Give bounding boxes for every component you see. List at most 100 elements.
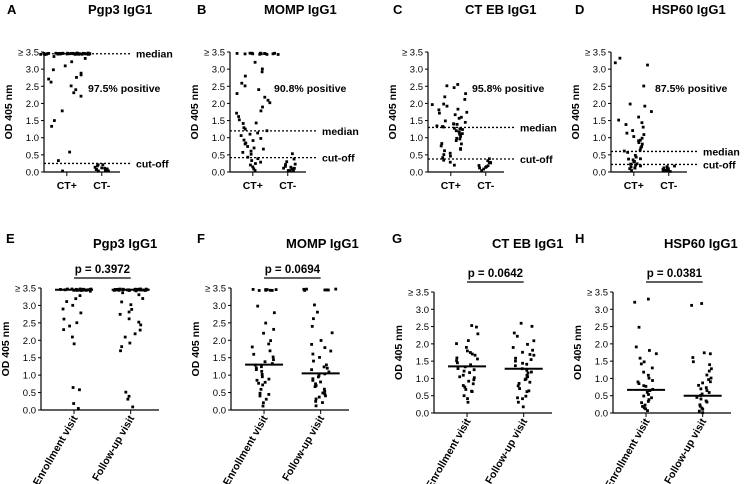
data-point: [311, 378, 315, 382]
data-point: [95, 168, 98, 171]
data-point: [263, 380, 267, 384]
data-point: [268, 288, 272, 292]
data-point: [262, 331, 265, 335]
data-point: [445, 84, 449, 88]
data-point: [267, 393, 271, 396]
y-tick-label: 0.5: [416, 391, 429, 402]
data-point: [665, 165, 669, 169]
data-point: [531, 348, 534, 352]
data-point: [452, 126, 456, 130]
data-point: [323, 389, 327, 393]
positive-percentage: 97.5% positive: [88, 83, 161, 95]
data-point: [72, 342, 76, 346]
series-1: [430, 83, 469, 167]
data-point: [250, 51, 254, 55]
data-point: [72, 402, 76, 405]
data-point: [293, 162, 297, 166]
data-point: [237, 115, 241, 118]
y-tick-label: 1.5: [26, 116, 39, 127]
data-point: [459, 115, 463, 119]
data-point: [103, 166, 107, 170]
data-point: [50, 124, 54, 128]
y-tick-label: ≥ 3.5: [402, 48, 423, 59]
series-2: [504, 321, 543, 409]
panel-g: G CT EB IgG1 0.0 0.5 1.0 1.5 2.0 2.5 3.0 ≥ 3.5 OD …: [392, 231, 564, 484]
data-point: [448, 151, 452, 155]
data-point: [513, 364, 517, 368]
data-point: [635, 162, 639, 166]
data-point: [636, 380, 640, 384]
data-point: [121, 291, 125, 295]
data-point: [452, 163, 456, 167]
data-point: [449, 154, 452, 158]
data-point: [76, 407, 80, 410]
data-point: [259, 137, 263, 140]
data-point: [642, 384, 646, 388]
data-point: [524, 394, 528, 398]
y-tick-label: 0.5: [213, 388, 226, 399]
data-point: [461, 128, 464, 131]
data-point: [264, 288, 268, 292]
data-point: [532, 339, 536, 343]
y-tick-label: 2.5: [410, 82, 423, 93]
data-point: [637, 115, 641, 119]
data-point: [700, 302, 704, 305]
data-point: [129, 303, 133, 307]
data-point: [691, 356, 695, 359]
data-point: [465, 349, 469, 353]
data-point: [654, 352, 658, 356]
panel-title: CT EB IgG1: [492, 236, 564, 251]
data-point: [516, 396, 519, 400]
series-2: [282, 152, 297, 173]
data-point: [463, 120, 467, 124]
data-point: [60, 109, 64, 113]
x-tick-label: CT-: [279, 180, 296, 192]
panel-label: F: [197, 231, 205, 246]
data-point: [319, 339, 323, 342]
data-point: [464, 92, 468, 96]
data-point: [470, 390, 474, 393]
data-point: [253, 169, 257, 172]
y-tick-label: 0.0: [595, 409, 608, 420]
y-axis-label: OD 405 nm: [387, 85, 399, 140]
p-value: p = 0.3972: [75, 264, 130, 276]
positive-percentage: 90.8% positive: [274, 83, 347, 95]
data-point: [311, 352, 315, 356]
data-point: [95, 164, 99, 168]
data-point: [105, 169, 109, 173]
data-point: [248, 132, 252, 136]
data-point: [662, 166, 666, 170]
data-point: [448, 160, 452, 164]
data-point: [260, 70, 264, 74]
x-tick-label: CT+: [243, 180, 263, 192]
data-point: [442, 153, 446, 156]
data-point: [249, 152, 253, 156]
data-point: [240, 81, 244, 85]
y-tick-label: 2.0: [595, 339, 608, 350]
y-axis-label: OD 405 nm: [570, 85, 582, 140]
data-point: [705, 400, 709, 404]
data-point: [704, 386, 708, 390]
data-point: [65, 300, 69, 303]
data-point: [709, 367, 713, 371]
data-point: [472, 368, 476, 372]
x-tick-label: CT+: [57, 180, 77, 192]
data-point: [120, 345, 124, 349]
data-point: [438, 111, 441, 115]
data-point: [530, 324, 534, 328]
y-tick-label: 3.0: [26, 65, 39, 76]
data-point: [271, 355, 275, 359]
data-point: [651, 379, 654, 382]
data-point: [701, 411, 705, 415]
data-point: [79, 73, 83, 77]
data-point: [648, 349, 651, 352]
data-point: [476, 357, 479, 361]
data-point: [254, 368, 258, 372]
data-point: [442, 158, 446, 162]
data-point: [455, 359, 458, 363]
panel-label: A: [7, 2, 17, 17]
data-point: [248, 51, 252, 55]
y-axis-label: OD 405 nm: [0, 322, 12, 377]
data-point: [640, 136, 644, 140]
data-point: [270, 362, 274, 365]
